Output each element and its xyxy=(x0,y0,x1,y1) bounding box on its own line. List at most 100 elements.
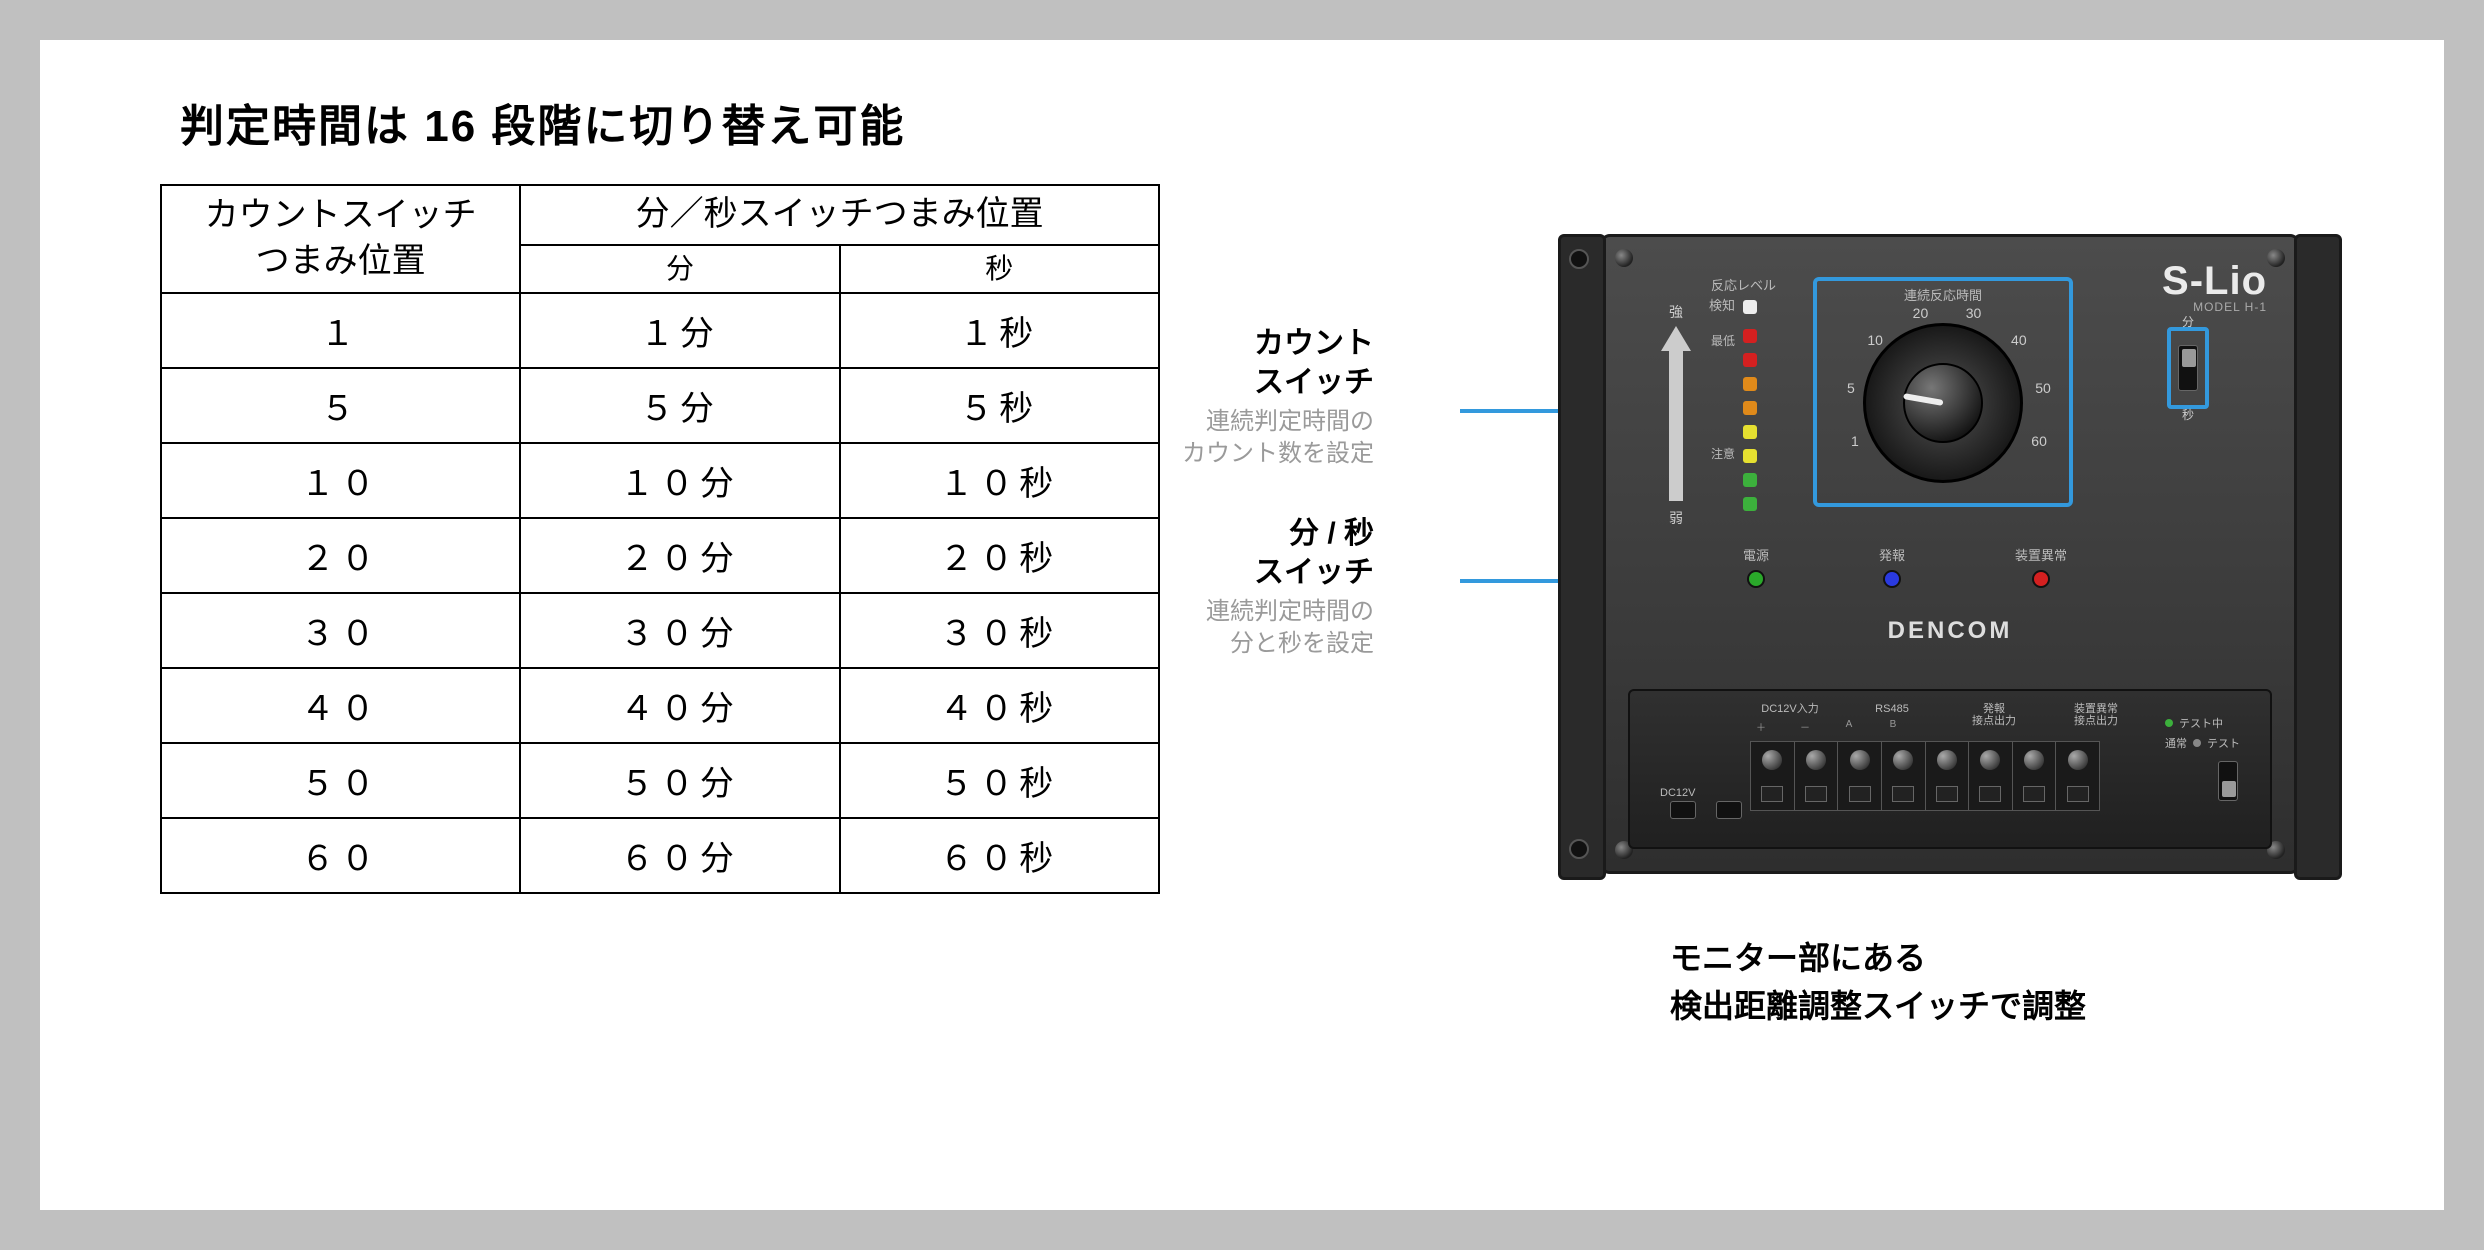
callout-count-switch: カウントスイッチ 連続判定時間のカウント数を設定 xyxy=(1182,324,1374,471)
table-cell: ５０分 xyxy=(520,743,839,818)
table-row: ５０５０分５０秒 xyxy=(161,743,1159,818)
test-led xyxy=(2165,719,2173,727)
dial-tick-label: 20 xyxy=(1913,305,1929,321)
terminal-sub-label xyxy=(2014,719,2038,734)
table-cell: １０分 xyxy=(520,443,839,518)
status-led xyxy=(2034,572,2048,586)
led-kenchi xyxy=(1743,300,1757,314)
table-cell: １秒 xyxy=(840,293,1159,368)
table-cell: ２０分 xyxy=(520,518,839,593)
content-row: カウントスイッチつまみ位置 分／秒スイッチつまみ位置 分 秒 １１分１秒５５分５… xyxy=(100,184,2384,1104)
table-cell: ５分 xyxy=(520,368,839,443)
status-item: 電源 xyxy=(1743,545,1769,586)
terminal-sub-label xyxy=(2058,719,2082,734)
dial-tick-label: 10 xyxy=(1867,332,1883,348)
terminal-sub-label xyxy=(1926,719,1950,734)
level-led xyxy=(1743,377,1757,391)
level-chuui: 注意 xyxy=(1711,445,1735,462)
table-cell: ２０ xyxy=(161,518,520,593)
terminal-sub-label: A xyxy=(1838,719,1862,734)
table-cell: ５０秒 xyxy=(840,743,1159,818)
terminal-sub-label xyxy=(1970,719,1994,734)
dial-title: 連続反応時間 xyxy=(1904,285,1982,304)
th-minsec: 分／秒スイッチつまみ位置 xyxy=(520,185,1159,245)
test-normal-label: 通常 xyxy=(2165,735,2187,751)
callout-count-sub: 連続判定時間のカウント数を設定 xyxy=(1182,406,1374,471)
minsec-top-label: 分 xyxy=(2182,313,2194,330)
table-cell: ５ xyxy=(161,368,520,443)
terminal-sub-label: B xyxy=(1882,719,1906,734)
level-led xyxy=(1743,449,1757,463)
terminal-cell[interactable] xyxy=(1795,742,1839,810)
table-row: ４０４０分４０秒 xyxy=(161,668,1159,743)
screw-icon xyxy=(2267,249,2285,267)
bottom-ports xyxy=(1670,801,1742,819)
right-area: カウントスイッチ 連続判定時間のカウント数を設定 分 / 秒スイッチ 連続判定時… xyxy=(1160,184,2384,1104)
label-weak: 弱 xyxy=(1648,508,1704,528)
callout-minsec-sub: 連続判定時間の分と秒を設定 xyxy=(1206,596,1374,661)
test-toggle[interactable] xyxy=(2218,761,2238,801)
count-switch-highlight: 連続反応時間 15102030405060 xyxy=(1813,277,2073,507)
terminal-cell[interactable] xyxy=(2056,742,2099,810)
terminal-cell[interactable] xyxy=(1838,742,1882,810)
mount-hole xyxy=(1569,249,1589,269)
level-leds xyxy=(1743,329,1757,511)
device-body: S-Lio MODEL H-1 DENCOM 反応レベル 検知 最低 注意 強 xyxy=(1600,234,2300,874)
dial-tick-label: 5 xyxy=(1847,380,1855,396)
status-led-row: 電源発報装置異常 xyxy=(1743,545,2067,586)
status-led xyxy=(1885,572,1899,586)
level-led xyxy=(1743,401,1757,415)
callout-count-title: カウントスイッチ xyxy=(1182,324,1374,402)
terminal-cell[interactable] xyxy=(1969,742,2013,810)
dial-tick-label: 50 xyxy=(2035,380,2051,396)
terminal-sub-label: ＋ xyxy=(1750,719,1774,734)
table-cell: ３０秒 xyxy=(840,593,1159,668)
table-cell: ４０ xyxy=(161,668,520,743)
status-led xyxy=(1749,572,1763,586)
mode-dot xyxy=(2193,739,2201,747)
maker-label: DENCOM xyxy=(1888,617,2013,645)
terminal-cell[interactable] xyxy=(1926,742,1970,810)
dial-knob xyxy=(1903,363,1983,443)
port-icon[interactable] xyxy=(1670,801,1696,819)
table-cell: ４０秒 xyxy=(840,668,1159,743)
status-label: 装置異常 xyxy=(2015,545,2067,564)
table-row: ２０２０分２０秒 xyxy=(161,518,1159,593)
level-title: 反応レベル xyxy=(1711,275,1776,294)
table-cell: ４０分 xyxy=(520,668,839,743)
mount-hole xyxy=(2311,839,2331,859)
dial-tick-label: 30 xyxy=(1966,305,1982,321)
minsec-toggle[interactable] xyxy=(2178,345,2198,391)
terminal-block[interactable] xyxy=(1750,741,2100,811)
brand-block: S-Lio MODEL H-1 xyxy=(2162,259,2267,314)
level-kenchi-text: 検知 xyxy=(1709,298,1735,313)
table-cell: １０秒 xyxy=(840,443,1159,518)
status-item: 装置異常 xyxy=(2015,545,2067,586)
th-sec: 秒 xyxy=(840,245,1159,293)
port-icon[interactable] xyxy=(1716,801,1742,819)
label-strong: 強 xyxy=(1648,302,1704,322)
table-cell: ６０分 xyxy=(520,818,839,893)
level-led xyxy=(1743,473,1757,487)
table-cell: ６０秒 xyxy=(840,818,1159,893)
switch-table: カウントスイッチつまみ位置 分／秒スイッチつまみ位置 分 秒 １１分１秒５５分５… xyxy=(160,184,1160,894)
table-row: ３０３０分３０秒 xyxy=(161,593,1159,668)
level-led xyxy=(1743,329,1757,343)
count-dial[interactable] xyxy=(1863,323,2023,483)
table-cell: ３０分 xyxy=(520,593,839,668)
terminal-cell[interactable] xyxy=(1751,742,1795,810)
frame: 判定時間は 16 段階に切り替え可能 カウントスイッチつまみ位置 分／秒スイッチ… xyxy=(40,40,2444,1210)
strength-arrow-block: 強 弱 xyxy=(1648,302,1704,512)
test-block: テスト中 通常 テスト xyxy=(2165,711,2240,755)
table-row: １０１０分１０秒 xyxy=(161,443,1159,518)
terminal-cell[interactable] xyxy=(2013,742,2057,810)
status-label: 電源 xyxy=(1743,545,1769,564)
terminal-cell[interactable] xyxy=(1882,742,1926,810)
level-kenchi: 検知 xyxy=(1709,295,1757,314)
terminal-sub-labels: ＋－AB xyxy=(1750,719,2082,734)
table-cell: １ xyxy=(161,293,520,368)
dial-tick-label: 40 xyxy=(2011,332,2027,348)
bottom-caption: モニター部にある検出距離調整スイッチで調整 xyxy=(1670,934,2086,1030)
table-row: ６０６０分６０秒 xyxy=(161,818,1159,893)
table-row: ５５分５秒 xyxy=(161,368,1159,443)
